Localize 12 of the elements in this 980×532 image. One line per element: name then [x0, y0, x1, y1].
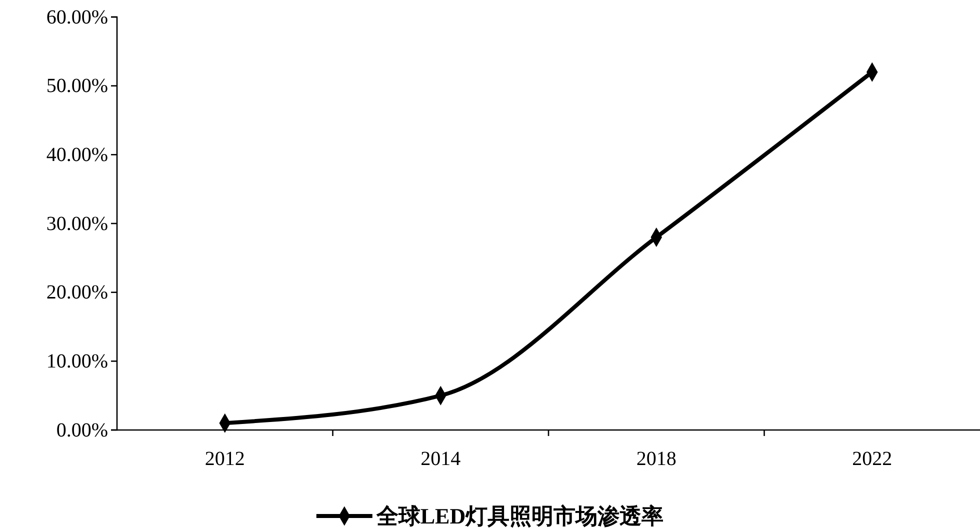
x-tick-label: 2014	[420, 448, 461, 470]
y-tick-label: 30.00%	[46, 212, 108, 235]
y-tick-label: 20.00%	[46, 282, 108, 304]
x-tick-label: 2022	[852, 448, 892, 470]
x-tick-label: 2018	[636, 448, 676, 470]
y-tick-label: 60.00%	[46, 6, 108, 28]
y-tick-label: 50.00%	[46, 75, 108, 98]
y-tick-label: 40.00%	[46, 144, 108, 166]
legend-label: 全球LED灯具照明市场渗透率	[375, 504, 664, 529]
x-tick-label: 2012	[204, 448, 245, 470]
y-tick-label: 10.00%	[46, 350, 108, 373]
y-tick-label: 0.00%	[56, 419, 108, 442]
